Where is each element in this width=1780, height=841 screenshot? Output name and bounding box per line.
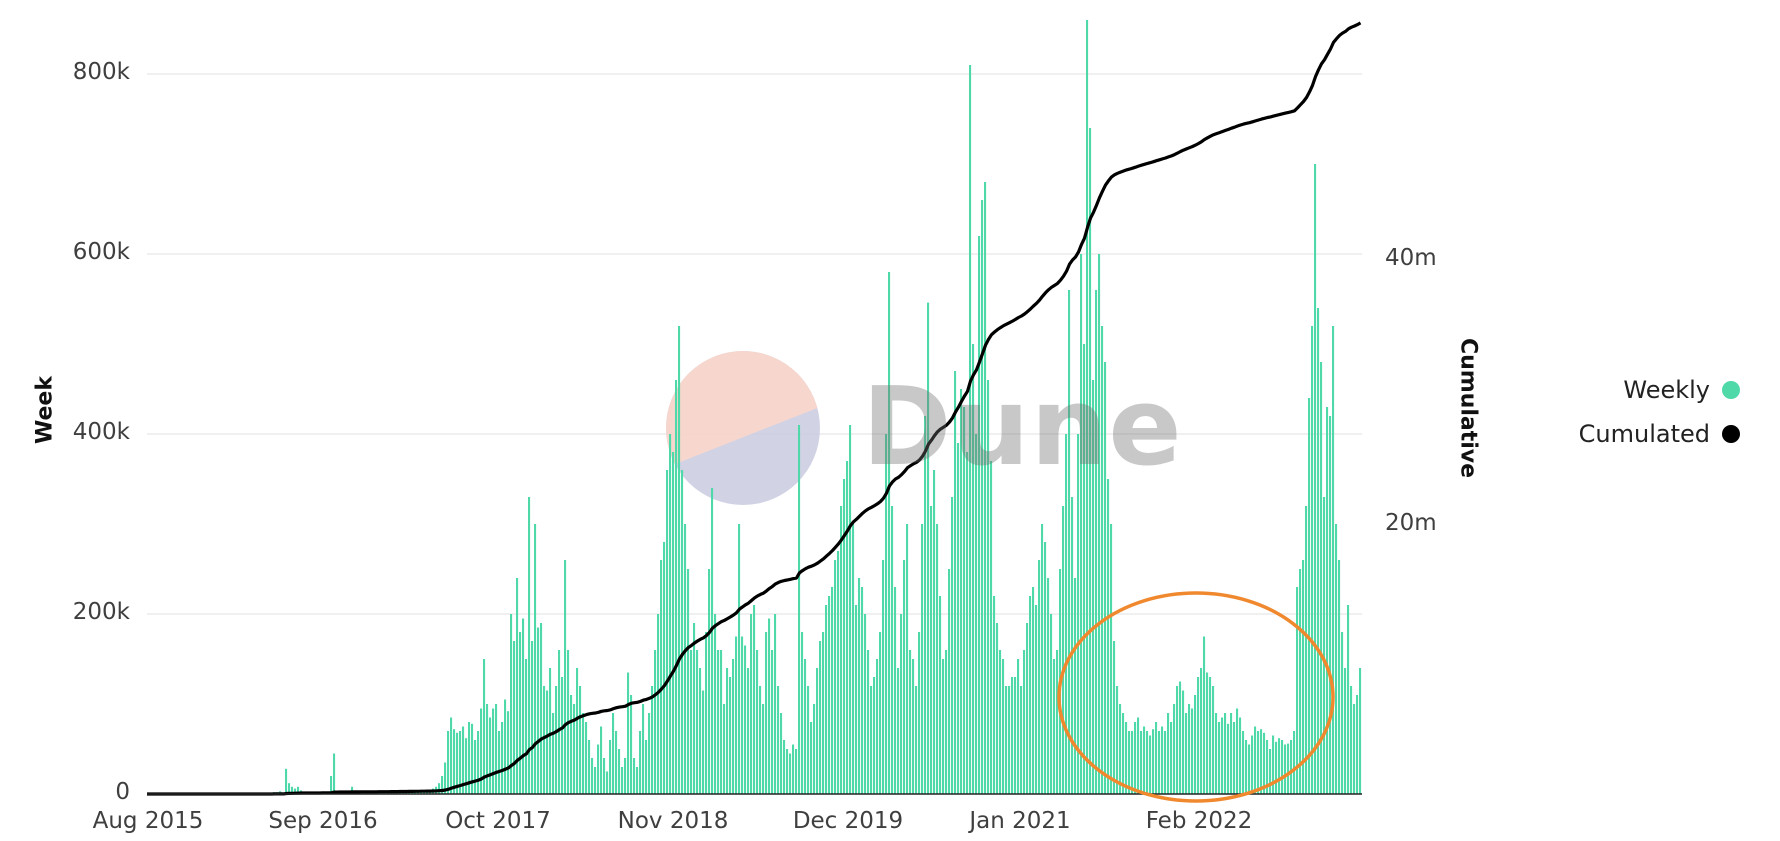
x-tick-dec-2019: Dec 2019 (792, 808, 904, 834)
cumulated-line (146, 21, 1362, 796)
y-left-axis-title: Week (32, 376, 58, 444)
legend: Weekly Cumulated (1579, 368, 1740, 456)
y-right-tick-20m: 20m (1385, 510, 1437, 536)
legend-item-weekly[interactable]: Weekly (1579, 368, 1740, 412)
legend-label-weekly: Weekly (1623, 376, 1710, 404)
highlight-ellipse (1057, 591, 1335, 803)
watermark-text: Dune (862, 365, 1183, 490)
x-tick-oct-2017: Oct 2017 (445, 808, 551, 834)
x-tick-sep-2016: Sep 2016 (268, 808, 378, 834)
y-left-tick-800k: 800k (72, 59, 130, 85)
x-tick-feb-2022: Feb 2022 (1145, 808, 1253, 834)
y-left-tick-200k: 200k (72, 599, 130, 625)
y-left-tick-400k: 400k (72, 419, 130, 445)
x-tick-aug-2015: Aug 2015 (92, 808, 204, 834)
y-right-axis-title: Cumulative (1455, 337, 1481, 479)
x-tick-jan-2021: Jan 2021 (969, 808, 1071, 834)
y-left-tick-0: 0 (115, 779, 130, 805)
legend-dot-weekly-icon (1722, 381, 1740, 399)
legend-label-cumulated: Cumulated (1578, 420, 1710, 448)
y-right-tick-40m: 40m (1385, 245, 1437, 271)
x-tick-nov-2018: Nov 2018 (617, 808, 729, 834)
legend-dot-cumulated-icon (1722, 425, 1740, 443)
weekly-bars (267, 20, 1362, 794)
dune-logo-icon (666, 351, 820, 505)
gridlines (147, 73, 1362, 615)
y-left-tick-600k: 600k (72, 239, 130, 265)
legend-item-cumulated[interactable]: Cumulated (1579, 412, 1740, 456)
